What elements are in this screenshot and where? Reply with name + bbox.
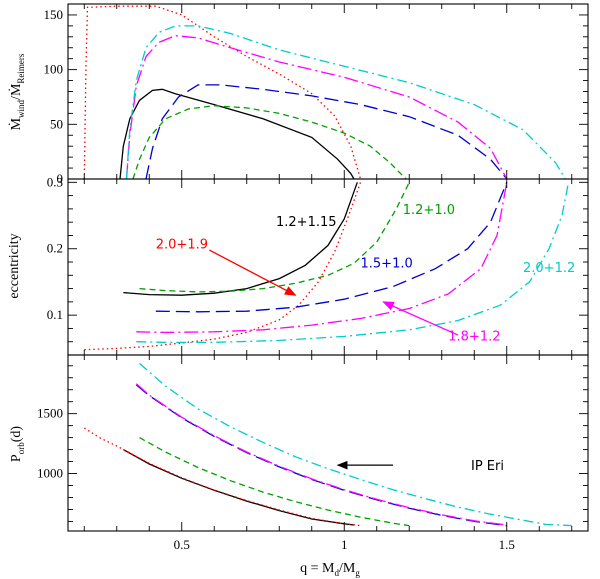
arrow-2.0-plus-1.9 xyxy=(209,249,297,296)
top-series-1.5-plus-1.0 xyxy=(145,84,508,180)
xlabel-main: q = M xyxy=(300,561,335,576)
bottom-ylabel: Porb(d) xyxy=(9,426,26,462)
xlabel-sub1: d xyxy=(335,568,340,578)
bottom-frame xyxy=(67,354,589,532)
bottom-panel: 0.5 1 1.5 1000 1500 xyxy=(37,354,589,552)
middle-y-tick-label: 0.1 xyxy=(47,307,63,322)
top-frame xyxy=(67,3,589,180)
top-ylabel-mid: /Ṁ xyxy=(8,83,24,100)
middle-series-1.8-plus-1.2 xyxy=(136,182,508,334)
bottom-ylabel-main: P xyxy=(9,454,24,462)
xlabel: q = Md/Mg xyxy=(300,561,360,578)
xlabel-sub2: g xyxy=(355,568,360,578)
x-tick-label: 1.5 xyxy=(499,537,515,552)
top-series-2.0-plus-1.2 xyxy=(125,25,566,180)
bottom-series-1.5-plus-1.0 xyxy=(135,384,507,527)
top-ylabel-sub1: wind xyxy=(16,99,26,118)
top-series-1.8-plus-1.2 xyxy=(125,35,508,180)
top-series-1.2-plus-1.15 xyxy=(119,88,355,180)
top-ylabel: Ṁwind/ṀReimers xyxy=(8,53,26,130)
top-y-tick-label: 0 xyxy=(57,171,64,186)
bottom-series-1.2-plus-1.15 xyxy=(122,449,355,526)
xlabel-mid: /M xyxy=(339,561,356,576)
top-ylabel-main: Ṁ xyxy=(8,117,24,130)
middle-series-1.2-plus-1.0 xyxy=(139,182,410,293)
bottom-ylabel-sub: orb xyxy=(16,442,26,454)
x-tick-label: 1 xyxy=(341,537,348,552)
middle-series-1.2-plus-1.15 xyxy=(123,182,358,296)
bottom-series-2.0-plus-1.9 xyxy=(83,427,361,527)
middle-panel: 0.1 0.2 0.3 1.2+1.15 2.0+1.9 1.2+1.0 1.5+1.0 2.… xyxy=(47,174,589,356)
top-ylabel-sub2: Reimers xyxy=(16,53,26,83)
top-y-tick-label: 150 xyxy=(44,7,64,22)
top-panel: 0 50 100 150 xyxy=(44,3,589,186)
middle-frame xyxy=(67,178,589,356)
curve-label-1.2-plus-1.15: 1.2+1.15 xyxy=(276,215,337,230)
arrow-1.8-plus-1.2 xyxy=(382,301,459,336)
bottom-series-1.2-plus-1.0 xyxy=(139,437,410,527)
bottom-ylabel-unit: (d) xyxy=(9,426,24,443)
curve-label-1.8-plus-1.2: 1.8+1.2 xyxy=(448,329,500,344)
middle-series-2.0-plus-1.2 xyxy=(136,182,570,344)
middle-y-tick-label: 0.3 xyxy=(47,174,63,189)
top-series-1.2-plus-1.0 xyxy=(132,105,407,180)
curve-label-1.2-plus-1.0: 1.2+1.0 xyxy=(403,203,455,218)
top-y-tick-label: 100 xyxy=(44,62,64,77)
bottom-series-1.8-plus-1.2 xyxy=(135,383,507,526)
curve-label-2.0-plus-1.9: 2.0+1.9 xyxy=(156,238,208,253)
bottom-series-2.0-plus-1.2 xyxy=(139,362,572,527)
middle-y-tick-label: 0.2 xyxy=(47,241,63,256)
curve-label-2.0-plus-1.2: 2.0+1.2 xyxy=(523,261,575,276)
middle-series-1.5-plus-1.0 xyxy=(155,182,508,313)
top-series-2.0-plus-1.9 xyxy=(83,5,362,180)
middle-ylabel: eccentricity xyxy=(7,233,22,298)
ip-eri-label: IP Eri xyxy=(471,459,504,474)
curve-label-1.5-plus-1.0: 1.5+1.0 xyxy=(361,256,413,271)
bottom-y-tick-label: 1500 xyxy=(37,406,63,421)
top-y-tick-label: 50 xyxy=(50,116,63,131)
x-tick-label: 0.5 xyxy=(174,537,190,552)
middle-series-2.0-plus-1.9 xyxy=(84,182,362,351)
bottom-y-tick-label: 1000 xyxy=(37,466,63,481)
